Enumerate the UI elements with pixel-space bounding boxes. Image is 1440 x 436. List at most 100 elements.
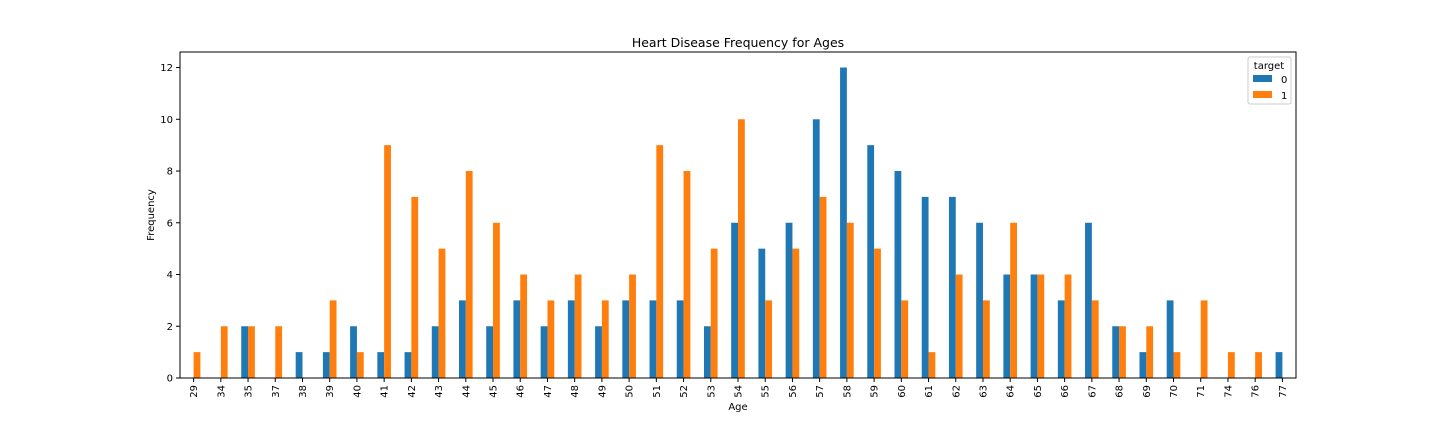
bar-target-0-age-40 (350, 326, 357, 378)
x-tick-label: 74 (1223, 385, 1234, 398)
y-tick-label: 10 (160, 115, 173, 126)
chart-title: Heart Disease Frequency for Ages (632, 35, 844, 50)
y-tick-label: 12 (160, 63, 173, 74)
x-tick-label: 65 (1033, 385, 1044, 398)
bar-target-0-age-58 (840, 67, 847, 379)
bar-target-0-age-65 (1030, 274, 1038, 378)
bar-target-0-age-70 (1166, 300, 1174, 378)
x-axis-label: Age (728, 402, 747, 413)
bar-target-1-age-47 (547, 300, 555, 378)
bar-target-1-age-52 (683, 171, 691, 378)
bar-target-1-age-50 (629, 274, 636, 378)
bar-target-0-age-54 (731, 222, 738, 378)
bar-target-0-age-56 (785, 222, 793, 378)
bar-target-1-age-39 (329, 300, 337, 378)
x-tick-label: 57 (815, 385, 826, 398)
bar-target-1-age-76 (1255, 352, 1262, 378)
x-tick-label: 67 (1087, 385, 1098, 398)
bar-target-0-age-39 (322, 352, 330, 378)
y-tick-label: 0 (167, 374, 173, 385)
x-tick-label: 37 (271, 385, 282, 398)
bar-target-1-age-44 (465, 171, 473, 378)
bar-target-0-age-53 (703, 326, 711, 378)
bar-target-1-age-54 (738, 119, 745, 379)
x-tick-label: 77 (1278, 385, 1289, 398)
bar-target-0-age-77 (1275, 352, 1283, 378)
bar-target-1-age-71 (1200, 300, 1208, 378)
y-tick-label: 8 (167, 167, 173, 178)
bar-target-0-age-68 (1112, 326, 1120, 378)
x-tick-label: 64 (1006, 385, 1017, 398)
bar-target-1-age-43 (438, 248, 446, 378)
y-tick-label: 2 (167, 322, 173, 333)
x-axis: 29 34 35 37 38 39 40 41 42 43 44 45 46 47 48 49 50 51 52 53… (189, 378, 1289, 398)
y-axis-label: Frequency (146, 189, 157, 241)
bar-target-1-age-37 (275, 326, 283, 378)
x-tick-label: 51 (652, 385, 663, 398)
bar-target-0-age-45 (486, 326, 494, 378)
x-tick-label: 71 (1196, 385, 1207, 398)
bar-target-1-age-69 (1146, 326, 1154, 378)
bar-target-1-age-62 (955, 274, 963, 378)
x-tick-label: 48 (570, 385, 581, 398)
legend: target 0 1 (1247, 56, 1292, 105)
x-tick-label: 45 (489, 385, 500, 398)
x-tick-label: 40 (352, 385, 363, 398)
x-tick-label: 55 (761, 385, 772, 398)
bar-target-1-age-41 (384, 145, 391, 378)
bar-target-1-age-67 (1091, 300, 1099, 378)
x-tick-label: 43 (434, 385, 445, 398)
bar-target-1-age-49 (601, 300, 609, 378)
bar-target-0-age-67 (1085, 222, 1092, 378)
x-tick-label: 38 (298, 385, 309, 398)
x-tick-label: 54 (734, 385, 745, 398)
x-tick-label: 39 (325, 385, 336, 398)
x-tick-label: 70 (1169, 385, 1180, 398)
x-tick-label: 69 (1142, 385, 1153, 398)
legend-swatch-1 (1253, 91, 1272, 98)
bar-target-0-age-42 (404, 352, 412, 378)
x-tick-label: 56 (788, 385, 799, 398)
bar-target-0-age-46 (513, 300, 521, 378)
x-tick-label: 59 (870, 385, 881, 398)
y-axis: 0 2 4 6 8 10 12 (160, 63, 180, 385)
bar-target-0-age-59 (867, 145, 875, 378)
bars (193, 67, 1283, 379)
bar-target-1-age-59 (874, 248, 881, 378)
legend-title: target (1254, 61, 1284, 72)
bar-target-1-age-68 (1119, 326, 1126, 378)
bar-target-0-age-62 (948, 196, 956, 378)
x-tick-label: 58 (842, 385, 853, 398)
bar-target-1-age-61 (928, 352, 936, 378)
bar-target-0-age-55 (758, 248, 766, 378)
bar-target-0-age-52 (676, 300, 684, 378)
bar-target-1-age-65 (1037, 274, 1045, 378)
bar-target-1-age-57 (819, 196, 827, 378)
bar-target-1-age-45 (493, 222, 500, 378)
bar-target-1-age-55 (765, 300, 773, 378)
legend-label-0: 0 (1281, 75, 1287, 86)
bar-target-1-age-56 (792, 248, 800, 378)
x-tick-label: 76 (1251, 385, 1262, 398)
bar-target-1-age-42 (411, 196, 419, 378)
bar-target-0-age-61 (921, 196, 929, 378)
x-tick-label: 52 (679, 385, 690, 398)
x-tick-label: 34 (216, 385, 227, 398)
bar-target-0-age-57 (812, 119, 820, 379)
x-tick-label: 49 (597, 385, 608, 398)
y-tick-label: 6 (167, 218, 173, 229)
bar-target-0-age-44 (459, 300, 466, 378)
bar-target-0-age-66 (1057, 300, 1065, 378)
x-tick-label: 61 (924, 385, 935, 398)
legend-swatch-0 (1253, 75, 1272, 82)
bar-target-1-age-74 (1227, 352, 1235, 378)
x-tick-label: 50 (625, 385, 636, 398)
bar-target-0-age-64 (1003, 274, 1011, 378)
bar-target-0-age-63 (976, 222, 983, 378)
bar-target-1-age-64 (1010, 222, 1017, 378)
bar-target-0-age-38 (295, 352, 303, 378)
bar-target-1-age-58 (846, 222, 854, 378)
bar-target-0-age-51 (649, 300, 657, 378)
legend-label-1: 1 (1281, 91, 1287, 102)
